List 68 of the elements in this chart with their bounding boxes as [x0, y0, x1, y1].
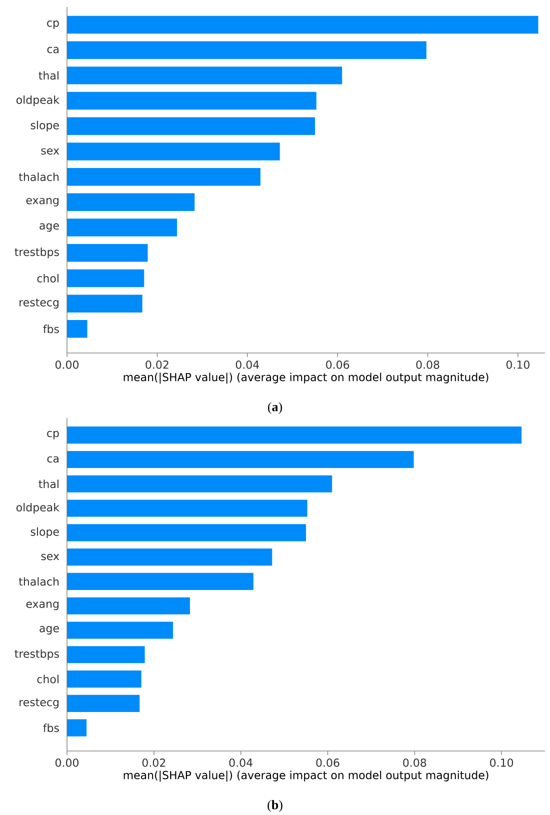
bar	[67, 244, 148, 262]
y-tick-label: sex	[41, 554, 60, 560]
y-tick-label: slope	[30, 120, 59, 132]
bar	[67, 16, 538, 34]
bar	[67, 193, 195, 212]
bar	[67, 142, 280, 160]
bar	[67, 66, 342, 84]
y-tick-label: trestbps	[14, 248, 59, 258]
x-tick-label: 0.00	[55, 360, 79, 369]
bar	[67, 426, 522, 444]
y-tick-label: restecg	[20, 298, 58, 309]
y-tick-label: cp	[47, 20, 59, 29]
bar	[67, 92, 316, 110]
y-tick-label: slope	[30, 527, 59, 538]
bar	[67, 719, 87, 736]
bar	[67, 694, 140, 712]
bar	[67, 320, 88, 338]
bar	[67, 500, 308, 517]
y-tick-label: thalach	[18, 172, 59, 182]
x-tick-label: 0.00	[55, 758, 79, 767]
bar	[67, 41, 426, 59]
y-tick-label: trestbps	[14, 649, 59, 660]
x-tick-label: 0.04	[236, 360, 259, 369]
x-tick-label: 0.02	[142, 758, 166, 767]
x-axis-title: mean(|SHAP value|) (average impact on model output magnitude)	[124, 372, 488, 384]
bar	[67, 168, 260, 186]
text: (a)	[268, 402, 282, 414]
bar	[67, 524, 306, 542]
bar	[67, 294, 142, 312]
bar	[67, 646, 145, 664]
bar	[67, 218, 178, 236]
x-tick-label: 0.02	[146, 360, 168, 369]
x-axis-title: mean(|SHAP value|) (average impact on model output magnitude)	[124, 770, 488, 782]
y-tick-label: exang	[26, 198, 58, 206]
bar	[67, 622, 174, 639]
y-tick-label: age	[40, 626, 59, 634]
x-tick-label: 0.08	[416, 360, 440, 369]
y-tick-label: thal	[38, 480, 58, 488]
y-tick-label: age	[40, 223, 59, 232]
y-tick-label: ca	[47, 456, 58, 463]
y-tick-label: exang	[26, 602, 58, 610]
y-tick-label: sex	[41, 148, 60, 155]
y-tick-label: thalach	[18, 577, 59, 586]
bar	[67, 548, 272, 566]
x-tick-label: 0.08	[403, 758, 426, 767]
bar	[67, 670, 142, 688]
y-tick-label: ca	[47, 46, 58, 54]
x-tick-label: 0.10	[490, 758, 514, 767]
bar	[67, 117, 316, 136]
y-tick-label: fbs	[43, 324, 59, 334]
y-tick-label: thal	[38, 71, 58, 80]
y-tick-label: chol	[37, 274, 58, 282]
x-tick-label: 0.10	[506, 360, 530, 369]
y-tick-label: chol	[37, 674, 58, 684]
bar	[67, 597, 190, 614]
bar	[67, 572, 254, 590]
bar	[67, 475, 332, 492]
x-tick-label: 0.06	[326, 360, 350, 369]
y-tick-label: fbs	[43, 724, 59, 732]
bar	[67, 450, 414, 468]
text: (b)	[268, 800, 282, 812]
bar	[67, 269, 144, 288]
y-tick-label: restecg	[20, 698, 58, 708]
x-tick-label: 0.04	[229, 758, 252, 767]
y-tick-label: oldpeak	[16, 502, 60, 514]
y-tick-label: oldpeak	[16, 95, 60, 106]
y-tick-label: cp	[47, 430, 59, 440]
x-tick-label: 0.06	[316, 758, 340, 767]
